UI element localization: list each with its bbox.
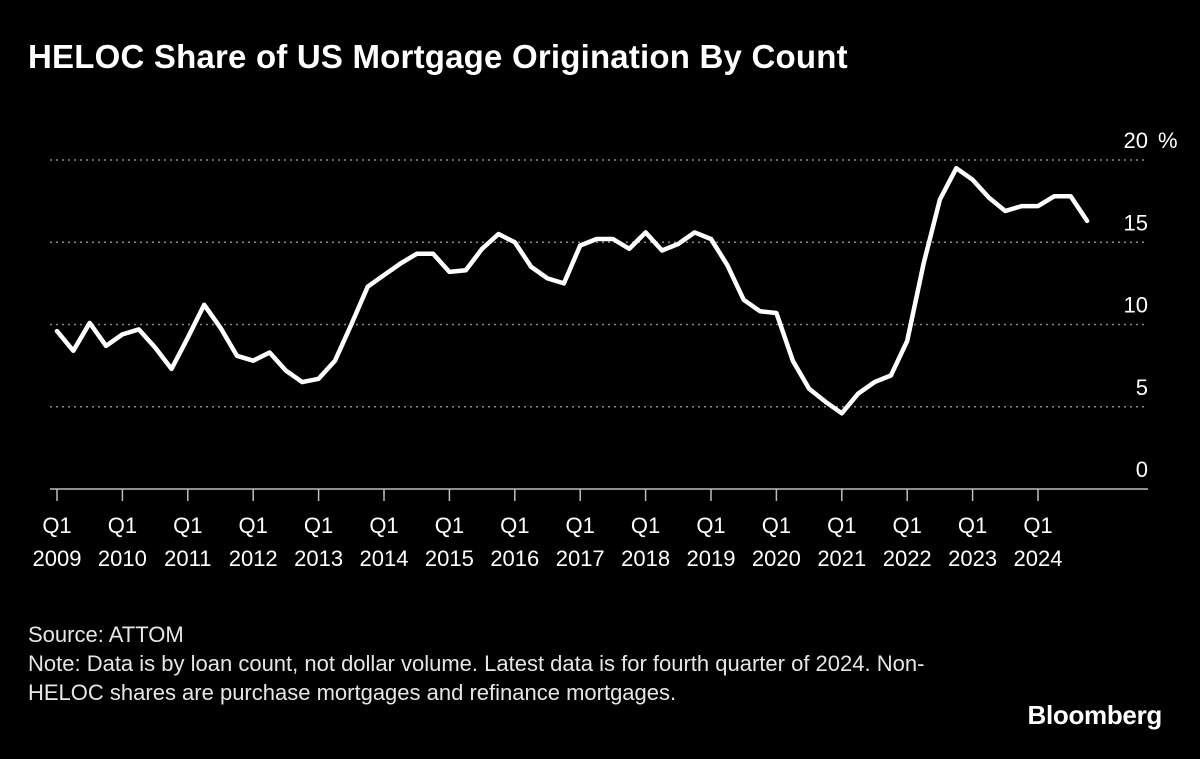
- x-tick-label-q-2024: Q1: [1023, 513, 1052, 538]
- series-layer: [54, 165, 1090, 416]
- y-tick-label-10: 10: [1124, 293, 1148, 318]
- x-tick-label-year-2019: 2019: [687, 546, 736, 571]
- x-tick-label-year-2016: 2016: [490, 546, 539, 571]
- source-text: Source: ATTOM: [28, 622, 184, 647]
- x-tick-label-year-2024: 2024: [1014, 546, 1063, 571]
- x-tick-label-q-2010: Q1: [108, 513, 137, 538]
- x-axis: Q1 2009 Q1 2010 Q1 2011 Q1 2012 Q1 2013 Q1 2014 Q1 20…: [33, 489, 1063, 571]
- x-tick-label-q-2009: Q1: [42, 513, 71, 538]
- y-axis-tick-labels: 0 5 10 15 20%: [1124, 128, 1178, 482]
- x-tick-label-q-2013: Q1: [304, 513, 333, 538]
- x-tick-label-q-2012: Q1: [239, 513, 268, 538]
- gridlines: [50, 159, 1148, 490]
- y-tick-label-15: 15: [1124, 210, 1148, 235]
- x-tick-label-year-2023: 2023: [948, 546, 997, 571]
- x-tick-label-year-2022: 2022: [883, 546, 932, 571]
- x-tick-label-year-2015: 2015: [425, 546, 474, 571]
- x-tick-label-q-2021: Q1: [827, 513, 856, 538]
- series-line: [54, 165, 1090, 416]
- x-tick-label-year-2018: 2018: [621, 546, 670, 571]
- x-tick-label-q-2015: Q1: [435, 513, 464, 538]
- x-tick-label-q-2016: Q1: [500, 513, 529, 538]
- x-tick-label-year-2014: 2014: [360, 546, 409, 571]
- x-tick-label-q-2011: Q1: [173, 513, 202, 538]
- x-tick-label-q-2019: Q1: [696, 513, 725, 538]
- y-tick-label-5: 5: [1136, 375, 1148, 400]
- y-unit-label: %: [1158, 128, 1178, 153]
- y-tick-label-20: 20: [1124, 128, 1148, 153]
- x-tick-label-q-2017: Q1: [566, 513, 595, 538]
- x-tick-label-year-2013: 2013: [294, 546, 343, 571]
- chart-footer: Source: ATTOM Note: Data is by loan coun…: [28, 620, 928, 707]
- x-tick-label-q-2018: Q1: [631, 513, 660, 538]
- x-tick-label-year-2010: 2010: [98, 546, 147, 571]
- x-tick-label-year-2021: 2021: [817, 546, 866, 571]
- x-tick-label-year-2012: 2012: [229, 546, 278, 571]
- x-tick-label-q-2014: Q1: [369, 513, 398, 538]
- x-tick-label-q-2022: Q1: [893, 513, 922, 538]
- y-tick-label-0: 0: [1136, 457, 1148, 482]
- x-tick-label-year-2009: 2009: [33, 546, 82, 571]
- bloomberg-logo: Bloomberg: [1027, 700, 1162, 730]
- note-text: Note: Data is by loan count, not dollar …: [28, 651, 925, 705]
- x-tick-label-year-2020: 2020: [752, 546, 801, 571]
- x-tick-label-q-2023: Q1: [958, 513, 987, 538]
- x-tick-label-year-2017: 2017: [556, 546, 605, 571]
- line-chart: 0 5 10 15 20% Q1 2009 Q1 2010 Q1 2011 Q1 2012 Q1 2013…: [33, 128, 1178, 571]
- x-tick-label-q-2020: Q1: [762, 513, 791, 538]
- x-tick-label-year-2011: 2011: [164, 546, 211, 571]
- chart-title: HELOC Share of US Mortgage Origination B…: [28, 38, 848, 75]
